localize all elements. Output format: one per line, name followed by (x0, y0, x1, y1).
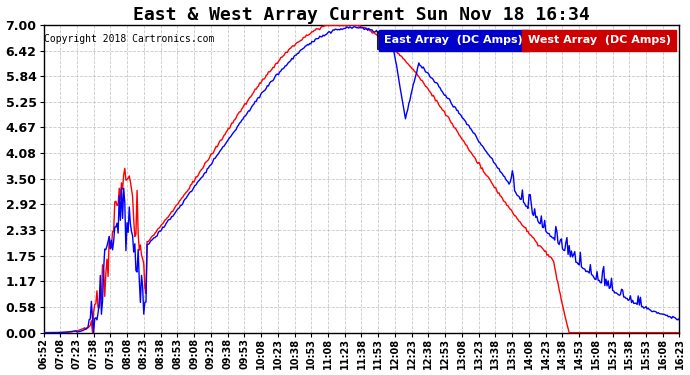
Text: Copyright 2018 Cartronics.com: Copyright 2018 Cartronics.com (44, 34, 215, 44)
Title: East & West Array Current Sun Nov 18 16:34: East & West Array Current Sun Nov 18 16:… (133, 6, 590, 24)
Legend: East Array  (DC Amps), West Array  (DC Amps): East Array (DC Amps), West Array (DC Amp… (377, 31, 674, 49)
